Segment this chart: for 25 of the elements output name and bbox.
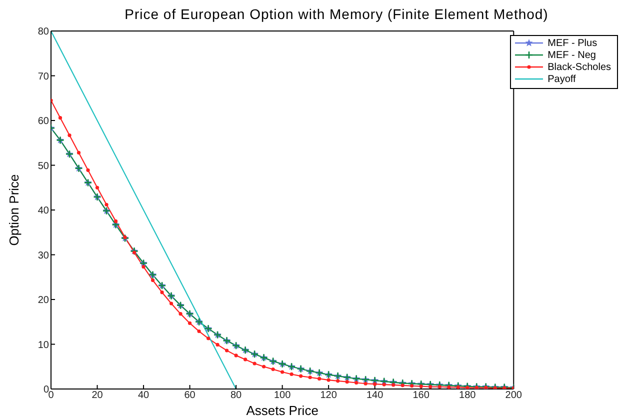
x-tick-label: 160 [412,390,430,402]
legend-label: MEF - Neg [546,50,597,62]
legend-label: MEF - Plus [546,38,598,50]
x-tick-label: 80 [230,390,242,402]
x-tick-label: 40 [138,390,150,402]
x-tick-label: 180 [459,390,476,402]
x-tick-label: 200 [505,390,522,402]
y-tick-label: 30 [38,250,50,262]
y-tick-label: 60 [38,116,50,128]
x-axis-title: Assets Price [246,403,318,418]
y-tick-label: 70 [38,71,50,82]
legend-label: Payoff [546,74,577,86]
chart-title: Price of European Option with Memory (Finite Element Method) [124,6,550,22]
y-tick-label: 10 [38,340,50,351]
y-tick-label: 80 [38,26,50,38]
y-axis-title: Option Price [6,174,22,246]
y-tick-label: 20 [38,295,50,306]
x-tick-label: 100 [274,390,292,402]
x-tick-label: 120 [320,390,338,402]
x-tick-label: 60 [184,390,196,402]
x-tick-label: 20 [92,390,104,402]
legend-label: Black-Scholes [546,62,611,74]
x-tick-label: 140 [366,390,384,402]
y-tick-label: 40 [38,206,50,217]
y-tick-label: 50 [38,160,50,172]
